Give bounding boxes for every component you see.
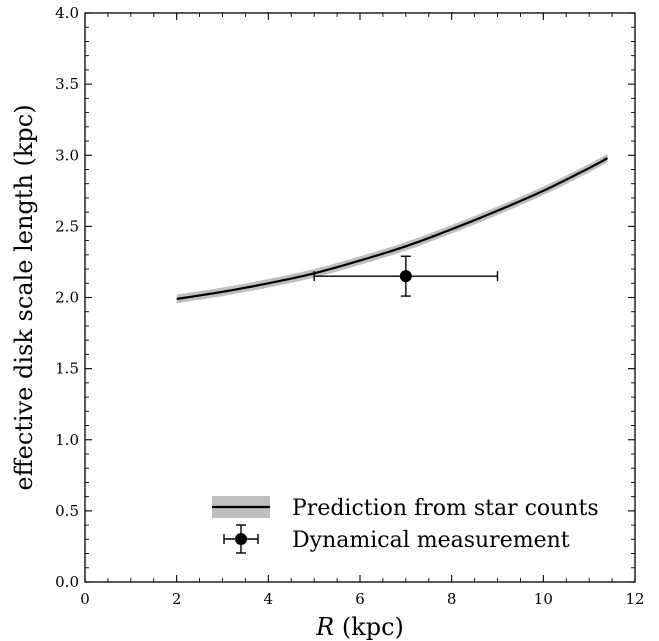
prediction-line [176, 157, 609, 301]
x-tick-label: 4 [264, 590, 274, 608]
y-tick-label: 4.0 [55, 4, 79, 22]
y-tick-label: 0.5 [55, 502, 79, 520]
x-axis-title-unit: (kpc) [334, 613, 404, 641]
x-axis-title: R (kpc) [315, 613, 404, 641]
x-tick-label: 12 [625, 590, 644, 608]
legend-label-prediction: Prediction from star counts [292, 496, 599, 521]
y-tick-label: 2.5 [55, 217, 79, 235]
y-tick-label: 1.5 [55, 360, 79, 378]
y-tick-label: 3.0 [55, 146, 79, 164]
ticks-layer: 0 2 4 6 8 10 12 0.0 0.5 1.0 1.5 2.0 2.5 3.0 3.5 4.0 [55, 4, 644, 608]
y-tick-label: 0.0 [55, 573, 79, 591]
legend-marker [235, 533, 247, 545]
y-tick-label: 1.0 [55, 431, 79, 449]
x-tick-label: 8 [447, 590, 457, 608]
x-tick-label: 6 [355, 590, 365, 608]
y-axis-title: effective disk scale length (kpc) [10, 104, 38, 490]
legend-label-measurement: Dynamical measurement [292, 528, 570, 553]
x-tick-label: 2 [172, 590, 182, 608]
series-layer [176, 153, 609, 304]
x-tick-label: 0 [80, 590, 90, 608]
legend: Prediction from star counts Dynamical mea… [212, 496, 599, 554]
x-axis-title-variable: R [315, 613, 334, 641]
measurement-point [399, 270, 412, 283]
x-tick-label: 10 [534, 590, 553, 608]
prediction-band [176, 153, 608, 304]
y-tick-label: 2.0 [55, 289, 79, 307]
y-tick-label: 3.5 [55, 75, 79, 93]
